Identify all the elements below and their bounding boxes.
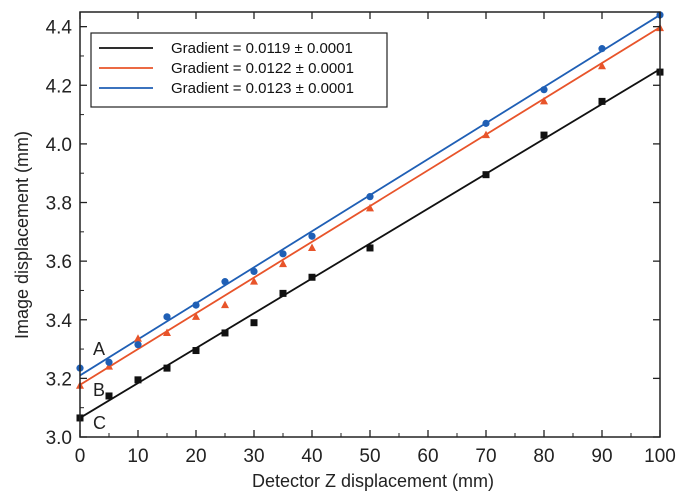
data-point-series-1-4 [192, 347, 200, 355]
data-point-series-2-3 [163, 328, 171, 336]
data-point-series-3-8 [308, 232, 316, 240]
y-axis-label: Image displacement (mm) [12, 131, 32, 339]
x-tick-label-10: 10 [127, 446, 148, 467]
data-point-series-3-6 [250, 267, 258, 275]
data-point-series-3-11 [540, 86, 548, 94]
y-tick-label-4: 3.8 [46, 194, 72, 215]
x-tick-label-60: 60 [417, 446, 438, 467]
data-point-series-1-5 [221, 329, 229, 337]
curve-label-C: C [93, 413, 106, 433]
curve-label-B: B [93, 380, 105, 400]
x-tick-label-70: 70 [475, 446, 496, 467]
data-point-series-2-1 [105, 362, 113, 370]
x-tick-label-40: 40 [301, 446, 322, 467]
data-point-series-1-11 [540, 131, 548, 139]
data-point-series-2-4 [192, 312, 200, 320]
x-tick-label-0: 0 [75, 446, 86, 467]
data-point-series-1-12 [598, 97, 606, 105]
markers-layer [76, 11, 664, 422]
y-tick-label-7: 4.4 [46, 18, 73, 39]
x-tick-label-80: 80 [533, 446, 554, 467]
data-point-series-3-4 [192, 301, 200, 309]
data-point-series-1-2 [134, 376, 142, 384]
data-point-series-2-8 [308, 243, 316, 251]
data-point-series-3-5 [221, 278, 229, 286]
x-tick-label-20: 20 [185, 446, 206, 467]
x-tick-label-50: 50 [359, 446, 380, 467]
data-point-series-2-10 [482, 130, 490, 139]
data-point-series-1-8 [308, 273, 316, 281]
data-point-series-3-9 [366, 193, 374, 201]
curve-label-A: A [93, 339, 105, 359]
data-point-series-1-9 [366, 244, 374, 252]
curve-labels-layer: CB A [93, 339, 106, 433]
fit-line-series-1 [79, 68, 661, 419]
data-point-series-1-1 [105, 392, 113, 400]
y-tick-label-0: 3.0 [46, 428, 72, 449]
data-point-series-3-2 [134, 341, 142, 349]
legend-entry-series-3: Gradient = 0.0123 ± 0.0001 [171, 80, 354, 97]
data-point-series-2-9 [366, 203, 374, 212]
x-tick-label-100: 100 [644, 446, 676, 467]
y-tick-label-1: 3.2 [46, 369, 72, 390]
y-tick-label-5: 4.0 [46, 135, 72, 156]
data-point-series-2-11 [540, 96, 548, 105]
data-point-series-3-10 [482, 119, 490, 127]
x-tick-label-90: 90 [591, 446, 612, 467]
legend: Gradient = 0.0119 ± 0.0001 Gradient = 0.0… [90, 32, 388, 108]
data-point-series-2-2 [134, 334, 142, 342]
data-point-series-2-7 [279, 259, 287, 268]
data-point-series-1-7 [279, 289, 287, 297]
legend-box [90, 32, 388, 108]
legend-entry-series-2: Gradient = 0.0122 ± 0.0001 [171, 60, 354, 77]
data-point-series-1-10 [482, 171, 490, 179]
x-tick-label-30: 30 [243, 446, 264, 467]
data-point-series-1-6 [250, 319, 258, 327]
data-point-series-3-7 [279, 250, 287, 258]
axes-layer: 0 10 20 30 40 50 60 70 80 90 100 3.0 3.2 3.4 3.6 3.8 4.0… [46, 11, 676, 467]
data-point-series-3-1 [105, 358, 113, 366]
data-point-series-2-12 [598, 61, 606, 70]
legend-entry-series-1: Gradient = 0.0119 ± 0.0001 [171, 40, 353, 57]
y-tick-label-3: 3.6 [46, 252, 72, 273]
data-point-series-1-3 [163, 364, 171, 372]
y-tick-label-2: 3.4 [46, 311, 73, 332]
data-point-series-3-12 [598, 45, 606, 53]
x-axis-label: Detector Z displacement (mm) [252, 471, 494, 491]
y-tick-label-6: 4.2 [46, 76, 72, 97]
data-point-series-2-5 [221, 300, 229, 309]
data-point-series-3-3 [163, 313, 171, 321]
data-point-series-2-6 [250, 277, 258, 285]
